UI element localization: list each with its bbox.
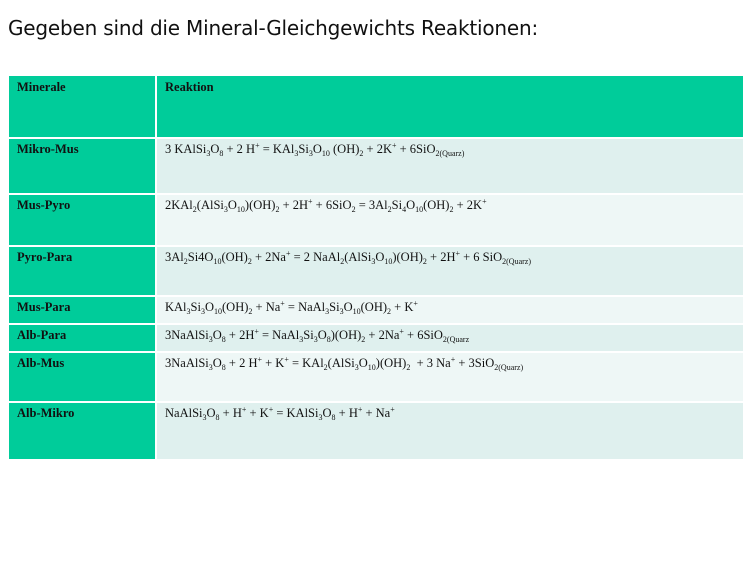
mineral-name: Alb-Para bbox=[9, 324, 157, 353]
reaction-formula: 3 KAlSi3O8 + 2 H+ = KAl3Si3O10 (OH)2 + 2… bbox=[156, 138, 743, 195]
mineral-name: Mus-Pyro bbox=[9, 194, 157, 247]
reaction-formula: NaAlSi3O8 + H+ + K+ = KAlSi3O8 + H+ + Na… bbox=[156, 402, 743, 461]
reaction-formula: 3Al2Si4O10(OH)2 + 2Na+ = 2 NaAl2(AlSi3O1… bbox=[156, 246, 743, 297]
table-row: Pyro-Para 3Al2Si4O10(OH)2 + 2Na+ = 2 NaA… bbox=[9, 246, 743, 297]
table-row: Mikro-Mus 3 KAlSi3O8 + 2 H+ = KAl3Si3O10… bbox=[9, 138, 743, 195]
table-row: Mus-Pyro 2KAl2(AlSi3O10)(OH)2 + 2H+ + 6S… bbox=[9, 194, 743, 247]
reaction-formula: 3NaAlSi3O8 + 2 H+ + K+ = KAl2(AlSi3O10)(… bbox=[156, 352, 743, 403]
table-header-row: Minerale Reaktion bbox=[9, 76, 743, 139]
reactions-table: Minerale Reaktion Mikro-Mus 3 KAlSi3O8 +… bbox=[9, 76, 743, 461]
table-row: Alb-Mus 3NaAlSi3O8 + 2 H+ + K+ = KAl2(Al… bbox=[9, 352, 743, 403]
mineral-name: Alb-Mus bbox=[9, 352, 157, 403]
header-minerale: Minerale bbox=[9, 76, 157, 139]
reaction-formula: KAl3Si3O10(OH)2 + Na+ = NaAl3Si3O10(OH)2… bbox=[156, 296, 743, 325]
reaction-formula: 2KAl2(AlSi3O10)(OH)2 + 2H+ + 6SiO2 = 3Al… bbox=[156, 194, 743, 247]
table-row: Mus-Para KAl3Si3O10(OH)2 + Na+ = NaAl3Si… bbox=[9, 296, 743, 325]
header-reaktion: Reaktion bbox=[156, 76, 743, 139]
table-row: Alb-Mikro NaAlSi3O8 + H+ + K+ = KAlSi3O8… bbox=[9, 402, 743, 461]
mineral-name: Mikro-Mus bbox=[9, 138, 157, 195]
mineral-name: Alb-Mikro bbox=[9, 402, 157, 461]
mineral-name: Pyro-Para bbox=[9, 246, 157, 297]
reaction-formula: 3NaAlSi3O8 + 2H+ = NaAl3Si3O8)(OH)2 + 2N… bbox=[156, 324, 743, 353]
page-heading: Gegeben sind die Mineral-Gleichgewichts … bbox=[8, 16, 538, 40]
table-row: Alb-Para 3NaAlSi3O8 + 2H+ = NaAl3Si3O8)(… bbox=[9, 324, 743, 353]
mineral-name: Mus-Para bbox=[9, 296, 157, 325]
